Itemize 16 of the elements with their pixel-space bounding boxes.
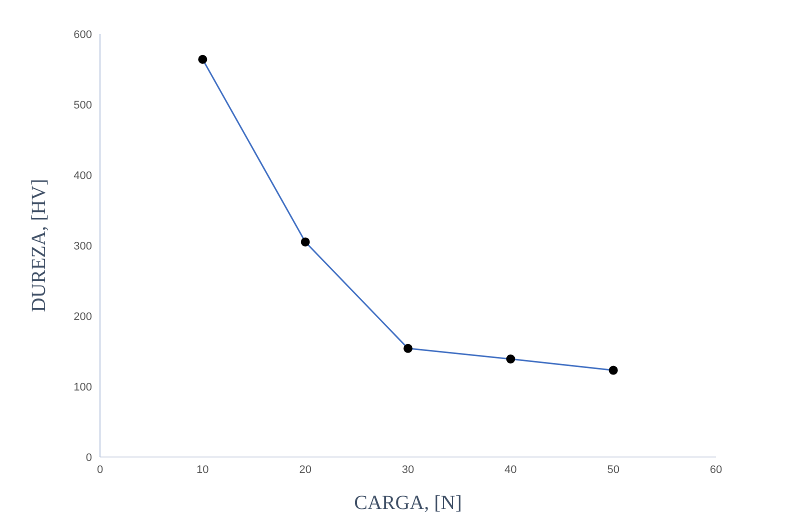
y-tick-label: 300 — [74, 240, 92, 252]
y-tick-label: 100 — [74, 381, 92, 394]
y-tick-label: 600 — [74, 28, 92, 41]
x-axis-title: CARGA, [N] — [354, 492, 462, 514]
y-tick-label: 0 — [86, 452, 92, 464]
y-tick-label: 400 — [74, 170, 92, 182]
x-tick-label: 50 — [607, 464, 620, 476]
x-tick-label: 0 — [96, 464, 104, 476]
x-tick-label: 60 — [710, 464, 722, 476]
x-tick-label: 30 — [402, 464, 414, 476]
x-tick-label: 20 — [299, 464, 312, 476]
y-tick-label: 500 — [74, 99, 92, 112]
x-tick-label: 10 — [196, 464, 209, 476]
x-tick-label: 40 — [504, 464, 517, 476]
y-axis-title: DUREZA, [HV] — [28, 178, 50, 312]
y-tick-label: 200 — [74, 310, 92, 323]
